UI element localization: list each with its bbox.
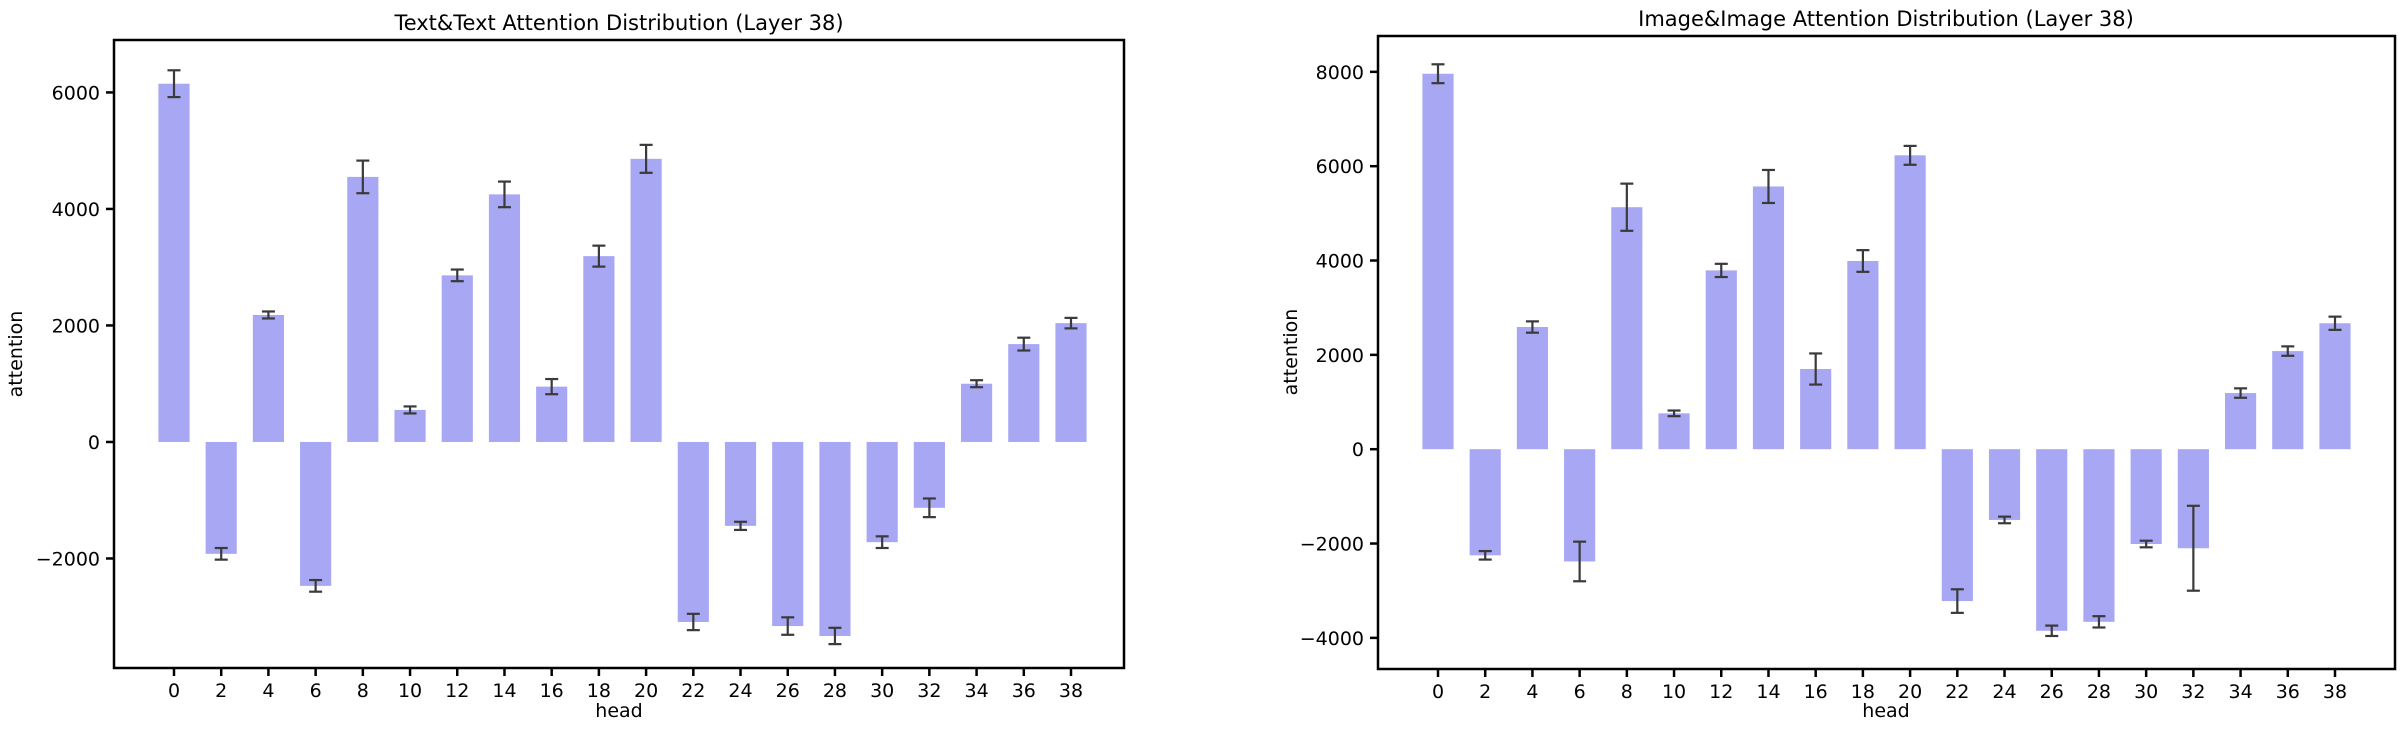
chart-title-text-text: Text&Text Attention Distribution (Layer … <box>394 11 844 35</box>
bar <box>819 441 851 636</box>
bar <box>347 176 379 442</box>
bar <box>724 441 757 526</box>
x-tick-label: 14 <box>1756 681 1780 703</box>
bar <box>488 194 521 442</box>
x-tick-label: 8 <box>357 680 369 702</box>
x-tick-label: 24 <box>1992 681 2016 703</box>
bar <box>866 441 898 543</box>
x-tick-label: 16 <box>1804 681 1828 703</box>
x-tick-label: 18 <box>1851 681 1875 703</box>
x-tick-label: 6 <box>1574 681 1586 703</box>
x-tick-label: 38 <box>2323 681 2347 703</box>
x-tick-label: 32 <box>2181 681 2205 703</box>
x-tick-label: 4 <box>1526 681 1538 703</box>
y-tick-label: 6000 <box>52 82 100 104</box>
x-tick-label: 38 <box>1059 680 1083 702</box>
y-tick-label: −4000 <box>1300 628 1364 650</box>
x-axis-label-right: head <box>1862 700 1910 722</box>
x-tick-label: 24 <box>728 680 752 702</box>
x-tick-label: 22 <box>681 680 705 702</box>
bar <box>1847 260 1879 450</box>
bar <box>2319 323 2351 450</box>
y-tick-label: 6000 <box>1316 156 1364 178</box>
axes-spines <box>112 38 1126 670</box>
bar <box>772 441 804 627</box>
x-tick-label: 32 <box>917 680 941 702</box>
bar <box>300 441 332 586</box>
x-tick-label: 10 <box>1662 681 1686 703</box>
x-tick-label: 14 <box>492 680 516 702</box>
bar <box>1894 155 1926 450</box>
bar <box>441 275 473 442</box>
y-tick-label: 4000 <box>1316 251 1364 273</box>
bar <box>536 386 568 442</box>
x-tick-label: 18 <box>587 680 611 702</box>
x-tick-label: 30 <box>2134 681 2158 703</box>
x-tick-label: 20 <box>1898 681 1922 703</box>
x-tick-label: 22 <box>1945 681 1969 703</box>
bar <box>158 83 190 442</box>
x-tick-label: 26 <box>776 680 800 702</box>
chart-title-image-image: Image&Image Attention Distribution (Laye… <box>1638 7 2134 31</box>
bar <box>1752 186 1785 450</box>
bar <box>2224 393 2257 450</box>
y-tick-label: 0 <box>1352 439 1364 461</box>
x-tick-label: 8 <box>1621 681 1633 703</box>
axes-spines <box>1376 34 2397 671</box>
x-tick-label: 20 <box>634 680 658 702</box>
y-axis-label-left: attention <box>5 310 27 398</box>
x-tick-label: 2 <box>215 680 227 702</box>
bar <box>1055 323 1087 442</box>
bar <box>2130 449 2162 545</box>
bar <box>1705 270 1737 450</box>
x-tick-label: 12 <box>1709 681 1733 703</box>
x-tick-label: 28 <box>823 680 847 702</box>
x-tick-label: 10 <box>398 680 422 702</box>
bar <box>1941 449 1973 602</box>
x-tick-label: 26 <box>2040 681 2064 703</box>
x-tick-label: 0 <box>168 680 180 702</box>
bar <box>1516 327 1549 450</box>
x-tick-label: 6 <box>310 680 322 702</box>
y-axis-label-right: attention <box>1280 308 1302 396</box>
bar <box>1658 413 1690 450</box>
y-tick-label: 8000 <box>1316 62 1364 84</box>
bar <box>2083 449 2115 622</box>
y-tick-label: 2000 <box>52 315 100 337</box>
x-tick-label: 36 <box>2276 681 2300 703</box>
y-tick-label: 2000 <box>1316 345 1364 367</box>
y-tick-label: 0 <box>88 432 100 454</box>
bar <box>913 441 945 508</box>
bar <box>252 314 285 442</box>
bar <box>583 256 615 442</box>
bar <box>2036 449 2068 631</box>
bar <box>960 383 993 442</box>
y-tick-label: −2000 <box>1300 534 1364 556</box>
bar <box>1988 449 2021 520</box>
bar <box>205 441 237 554</box>
x-tick-label: 0 <box>1432 681 1444 703</box>
y-tick-label: 4000 <box>52 199 100 221</box>
x-tick-label: 34 <box>964 680 988 702</box>
bar <box>677 441 709 622</box>
bar <box>394 409 426 442</box>
bar <box>1469 449 1501 556</box>
y-tick-label: −2000 <box>36 548 100 570</box>
x-tick-label: 16 <box>540 680 564 702</box>
bar <box>1008 344 1040 442</box>
x-tick-label: 34 <box>2228 681 2252 703</box>
bar <box>2272 351 2304 450</box>
bar <box>630 158 662 442</box>
x-tick-label: 30 <box>870 680 894 702</box>
x-tick-label: 4 <box>262 680 274 702</box>
x-tick-label: 12 <box>445 680 469 702</box>
x-tick-label: 2 <box>1479 681 1491 703</box>
x-tick-label: 36 <box>1012 680 1036 702</box>
bar <box>1611 207 1643 450</box>
bar <box>1422 73 1454 450</box>
x-tick-label: 28 <box>2087 681 2111 703</box>
x-axis-label-left: head <box>595 700 643 722</box>
